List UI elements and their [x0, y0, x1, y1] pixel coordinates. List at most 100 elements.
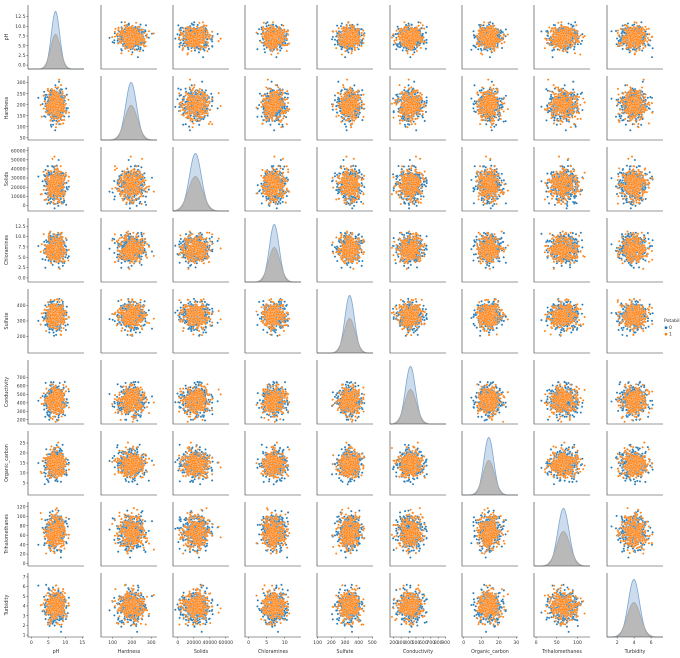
point-series-0	[266, 25, 268, 27]
point-series-1	[353, 47, 355, 49]
point-series-1	[185, 35, 187, 37]
point-series-1	[139, 50, 141, 52]
point-series-1	[265, 36, 267, 38]
point-series-1	[416, 50, 418, 52]
point-series-1	[407, 47, 409, 49]
point-series-1	[361, 32, 363, 34]
point-series-1	[410, 43, 412, 45]
point-series-1	[205, 25, 207, 27]
point-series-1	[354, 39, 356, 41]
point-series-1	[194, 47, 196, 49]
point-series-1	[114, 31, 116, 33]
point-series-1	[343, 26, 345, 28]
point-series-0	[411, 24, 413, 26]
point-series-1	[191, 30, 193, 32]
point-series-0	[336, 40, 338, 42]
point-series-1	[270, 39, 272, 41]
point-series-1	[200, 29, 202, 31]
point-series-1	[411, 45, 413, 47]
point-series-1	[351, 52, 353, 54]
point-series-1	[142, 43, 144, 45]
point-series-1	[132, 40, 134, 42]
point-series-0	[395, 33, 397, 35]
point-series-1	[193, 36, 195, 38]
point-series-1	[271, 50, 273, 52]
point-series-1	[183, 27, 185, 29]
point-series-1	[123, 36, 125, 38]
point-series-0	[113, 39, 115, 41]
point-series-1	[185, 45, 187, 47]
point-series-0	[193, 21, 195, 23]
point-series-1	[127, 47, 129, 49]
point-series-1	[146, 34, 148, 36]
point-series-1	[288, 42, 290, 44]
point-series-1	[351, 38, 353, 40]
point-series-0	[121, 21, 123, 23]
point-series-1	[188, 38, 190, 40]
point-series-1	[145, 45, 147, 47]
point-series-1	[403, 39, 405, 41]
point-series-1	[136, 29, 138, 31]
point-series-0	[341, 22, 343, 24]
point-series-1	[276, 30, 278, 32]
point-series-0	[258, 28, 260, 30]
point-series-0	[344, 56, 346, 58]
point-series-0	[417, 21, 419, 23]
point-series-1	[117, 32, 119, 34]
point-series-1	[198, 22, 200, 24]
point-series-1	[131, 45, 133, 47]
point-series-1	[282, 29, 284, 31]
panel-ph-vs-Chloramines	[245, 5, 301, 69]
point-series-0	[264, 51, 266, 53]
point-series-1	[121, 27, 123, 29]
point-series-1	[192, 28, 194, 30]
point-series-1	[201, 26, 203, 28]
point-series-1	[422, 24, 424, 26]
point-series-1	[347, 21, 349, 23]
point-series-1	[354, 36, 356, 38]
point-series-1	[192, 43, 194, 45]
point-series-1	[423, 28, 425, 30]
point-series-1	[397, 36, 399, 38]
point-series-1	[182, 47, 184, 49]
point-series-1	[179, 39, 181, 41]
y-tick-label: 5.0	[18, 43, 25, 49]
point-series-1	[141, 35, 143, 37]
point-series-1	[203, 28, 205, 30]
point-series-1	[279, 40, 281, 42]
point-series-1	[362, 29, 364, 31]
point-series-0	[405, 24, 407, 26]
point-series-0	[217, 33, 219, 35]
kde-fill-series-1	[28, 34, 84, 69]
point-series-1	[346, 25, 348, 27]
point-series-1	[255, 32, 257, 34]
point-series-1	[410, 49, 412, 51]
point-series-0	[332, 36, 334, 38]
point-series-1	[195, 40, 197, 42]
point-series-0	[393, 44, 395, 46]
point-series-1	[266, 45, 268, 47]
point-series-1	[135, 35, 137, 37]
point-series-1	[194, 31, 196, 33]
point-series-0	[331, 38, 333, 40]
point-series-1	[261, 36, 263, 38]
point-series-1	[125, 27, 127, 29]
point-series-1	[345, 28, 347, 30]
point-series-1	[277, 36, 279, 38]
point-series-1	[142, 38, 144, 40]
point-series-0	[183, 43, 185, 45]
point-series-0	[402, 49, 404, 51]
point-series-1	[284, 36, 286, 38]
point-series-1	[417, 31, 419, 33]
point-series-1	[207, 42, 209, 44]
point-series-1	[418, 25, 420, 27]
point-series-1	[272, 29, 274, 31]
point-series-1	[190, 50, 192, 52]
point-series-1	[272, 21, 274, 23]
point-series-1	[180, 32, 182, 34]
point-series-1	[153, 32, 155, 34]
point-series-1	[208, 38, 210, 40]
point-series-1	[413, 38, 415, 40]
point-series-1	[408, 25, 410, 27]
point-series-1	[279, 32, 281, 34]
